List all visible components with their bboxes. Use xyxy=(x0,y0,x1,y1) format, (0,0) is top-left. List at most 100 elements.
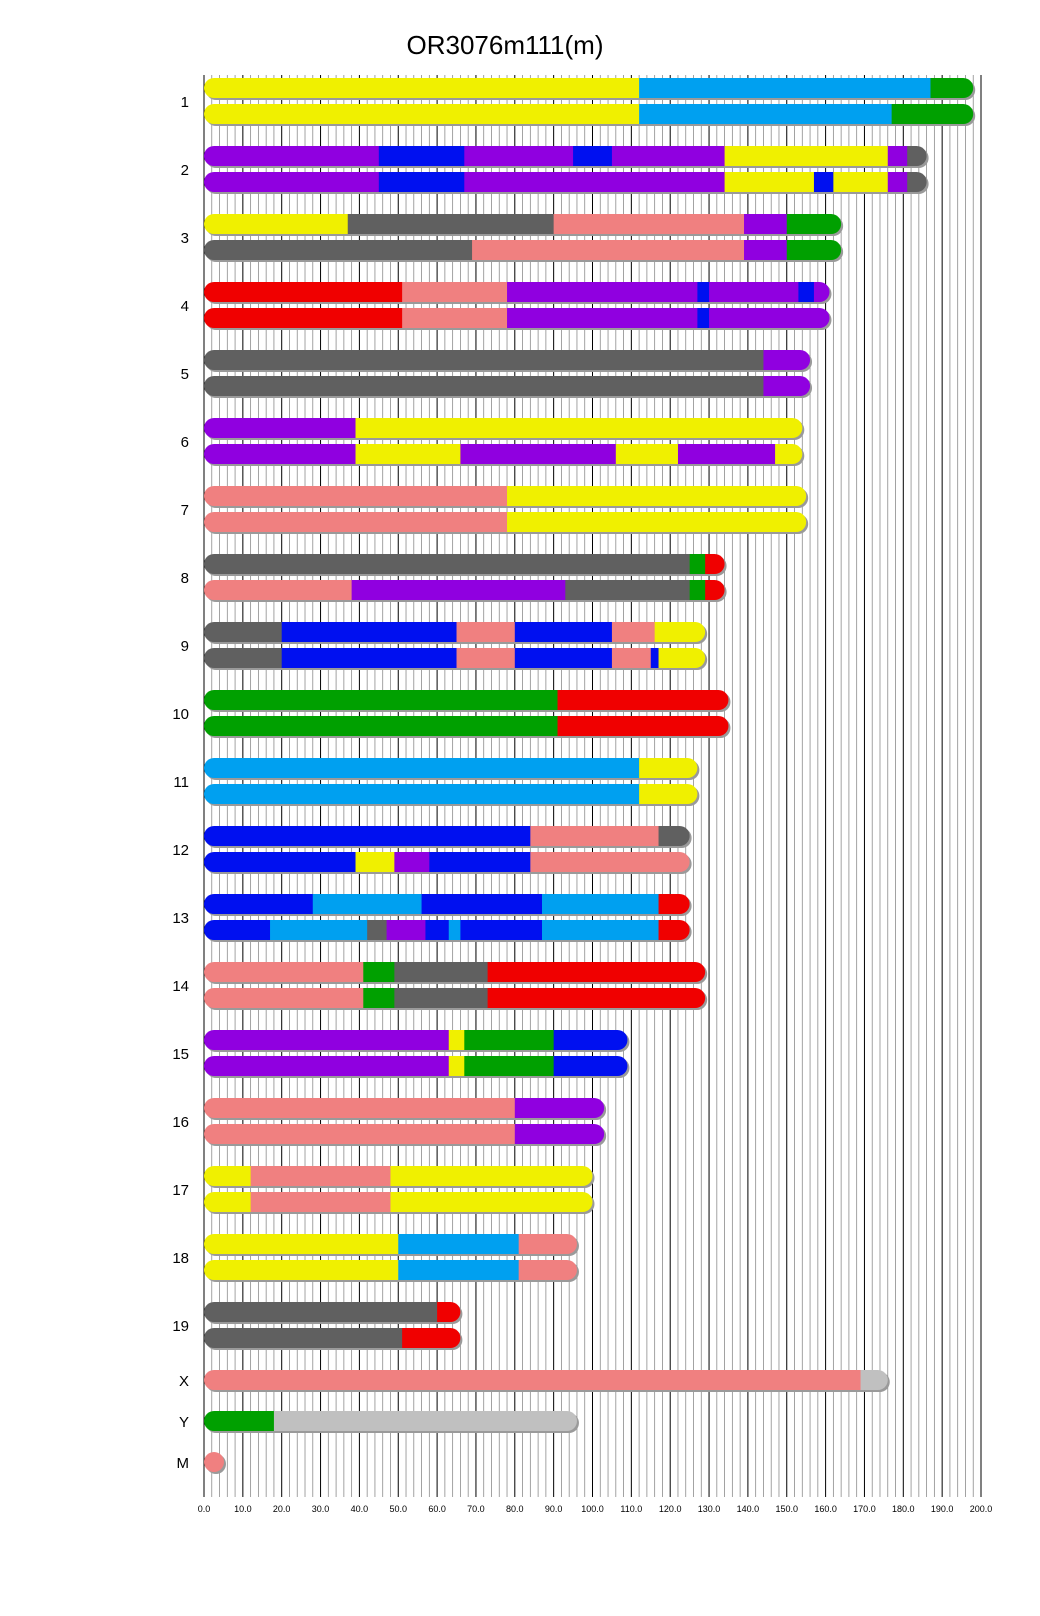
haplotype-bar xyxy=(204,920,690,940)
segment-salmon xyxy=(204,962,364,982)
segment-purple xyxy=(744,240,788,260)
chromosome-label: 17 xyxy=(172,1182,189,1199)
segment-purple xyxy=(204,146,380,166)
segment-yellow xyxy=(775,444,803,464)
haplotype-bar xyxy=(204,1328,461,1348)
segment-salmon xyxy=(518,1260,577,1280)
segment-red xyxy=(487,988,706,1008)
haplotype-bar xyxy=(204,172,927,192)
haplotype-bar xyxy=(204,1030,628,1050)
segment-red xyxy=(487,962,706,982)
haplotype-bar xyxy=(204,962,706,982)
segment-yellow xyxy=(639,758,698,778)
segment-purple xyxy=(763,376,811,396)
segment-yellow xyxy=(204,1260,399,1280)
segment-red xyxy=(557,716,729,736)
haplotype-bar xyxy=(204,350,811,370)
haplotype-bar xyxy=(204,758,698,778)
segment-lightblue xyxy=(204,784,640,804)
segment-purple xyxy=(460,444,617,464)
segment-purple xyxy=(204,1056,450,1076)
segment-darkgray xyxy=(204,1328,403,1348)
haplotype-bar xyxy=(204,1302,461,1322)
chromosome-label: 9 xyxy=(181,638,189,655)
segment-purple xyxy=(351,580,566,600)
haplotype-bar xyxy=(204,648,706,668)
segment-purple xyxy=(611,146,726,166)
segment-blue xyxy=(204,894,314,914)
chromosome-X: X xyxy=(179,1370,890,1392)
chromosome-17: 17 xyxy=(172,1166,595,1214)
chromosome-5: 5 xyxy=(181,350,813,398)
chromosome-label: 15 xyxy=(172,1046,189,1063)
x-tick-label: 0.0 xyxy=(198,1504,211,1514)
segment-yellow xyxy=(658,648,706,668)
chromosome-7: 7 xyxy=(181,486,809,534)
segment-salmon xyxy=(472,240,745,260)
segment-salmon xyxy=(204,1452,224,1472)
segment-darkgray xyxy=(204,1302,438,1322)
segment-darkgray xyxy=(907,172,927,192)
haplotype-bar xyxy=(204,1124,605,1144)
chromosome-4: 4 xyxy=(181,282,832,330)
segment-yellow xyxy=(615,444,679,464)
segment-blue xyxy=(650,648,660,668)
x-tick-label: 130.0 xyxy=(698,1504,721,1514)
segment-yellow xyxy=(204,104,640,124)
segment-green xyxy=(786,214,842,234)
segment-purple xyxy=(514,1124,605,1144)
x-tick-label: 20.0 xyxy=(273,1504,291,1514)
segment-green xyxy=(689,580,706,600)
chromosome-label: 11 xyxy=(173,774,189,791)
segment-yellow xyxy=(390,1166,593,1186)
haplotype-bar xyxy=(204,146,927,166)
segment-blue xyxy=(204,852,357,872)
segment-salmon xyxy=(204,1124,516,1144)
chromosome-19: 19 xyxy=(172,1302,463,1350)
x-tick-label: 70.0 xyxy=(467,1504,485,1514)
segment-purple xyxy=(887,172,908,192)
segment-salmon xyxy=(204,988,364,1008)
chromosome-label: 5 xyxy=(181,366,189,383)
x-tick-label: 90.0 xyxy=(545,1504,563,1514)
segment-lightblue xyxy=(270,920,368,940)
segment-blue xyxy=(281,648,458,668)
segment-lightblue xyxy=(541,920,660,940)
segment-blue xyxy=(204,826,531,846)
segment-lightblue xyxy=(204,758,640,778)
chromosome-label: 2 xyxy=(181,162,189,179)
segment-blue xyxy=(425,920,450,940)
haplotype-bar xyxy=(204,282,830,302)
haplotype-bar xyxy=(204,784,698,804)
chromosome-label: 18 xyxy=(172,1250,189,1267)
segment-darkgray xyxy=(907,146,927,166)
chromosome-label: 19 xyxy=(172,1318,189,1335)
segment-darkgray xyxy=(565,580,691,600)
segment-purple xyxy=(204,444,357,464)
segment-green xyxy=(930,78,974,98)
segment-purple xyxy=(204,418,357,438)
segment-blue xyxy=(813,172,834,192)
segment-green xyxy=(363,962,395,982)
segment-green xyxy=(363,988,395,1008)
segment-blue xyxy=(798,282,815,302)
segment-red xyxy=(437,1302,461,1322)
segment-yellow xyxy=(390,1192,593,1212)
x-tick-label: 100.0 xyxy=(581,1504,604,1514)
x-tick-label: 190.0 xyxy=(931,1504,954,1514)
segment-red xyxy=(557,690,729,710)
chromosome-18: 18 xyxy=(172,1234,579,1282)
segment-yellow xyxy=(724,146,889,166)
segment-yellow xyxy=(355,444,461,464)
segment-purple xyxy=(394,852,430,872)
segment-lightblue xyxy=(398,1234,520,1254)
chromosome-Y: Y xyxy=(179,1411,579,1433)
segment-purple xyxy=(204,1030,450,1050)
haplotype-bar xyxy=(204,1370,888,1390)
segment-darkgray xyxy=(204,622,283,642)
chromosome-6: 6 xyxy=(181,418,805,466)
segment-salmon xyxy=(402,282,508,302)
chromosome-label: 1 xyxy=(181,94,189,111)
chromosome-label: Y xyxy=(179,1414,189,1431)
